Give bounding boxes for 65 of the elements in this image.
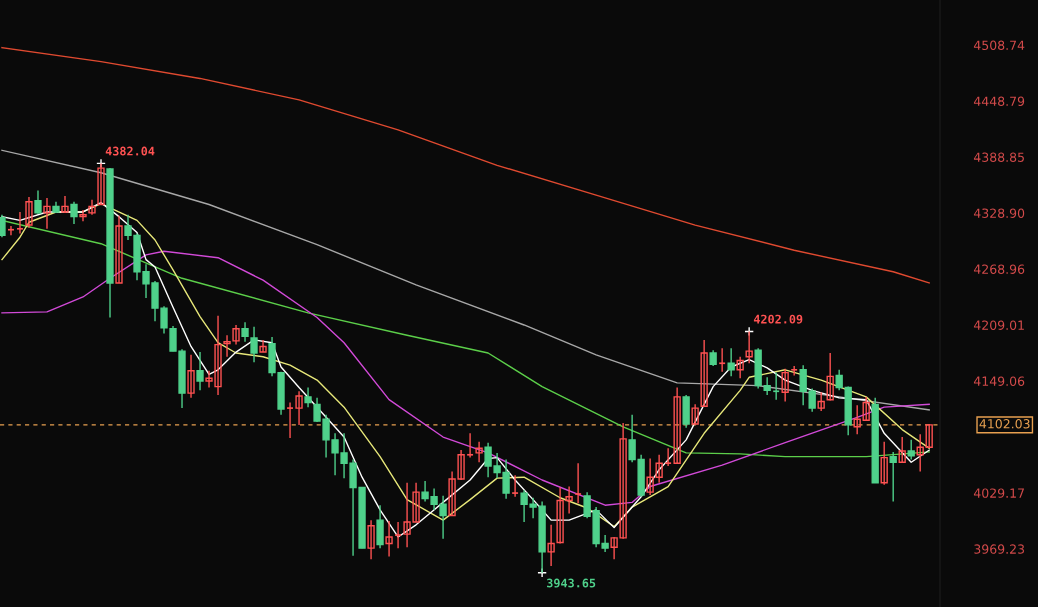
candlestick bbox=[295, 390, 303, 426]
candlestick bbox=[673, 386, 681, 464]
candlestick bbox=[43, 197, 51, 230]
candlestick bbox=[187, 354, 195, 399]
line-series bbox=[1, 250, 930, 506]
candlestick bbox=[25, 196, 33, 229]
candlestick bbox=[475, 441, 483, 463]
line-series bbox=[1, 46, 930, 284]
candlestick bbox=[799, 364, 807, 406]
candlestick bbox=[61, 195, 69, 214]
candlestick bbox=[511, 474, 519, 498]
annotation: 3943.65 bbox=[546, 578, 596, 588]
candlestick bbox=[394, 521, 402, 549]
y-tick-label: 4508.74 bbox=[973, 40, 1025, 50]
candlestick bbox=[574, 462, 582, 505]
candlestick bbox=[862, 396, 870, 421]
y-tick-label: 4448.79 bbox=[973, 96, 1025, 106]
candlestick bbox=[736, 356, 744, 379]
candlestick bbox=[385, 520, 393, 558]
candlestick bbox=[889, 451, 897, 503]
candlestick bbox=[835, 369, 843, 392]
candlestick bbox=[79, 209, 87, 223]
y-tick-label: 3969.23 bbox=[974, 544, 1025, 554]
candlestick bbox=[286, 401, 294, 439]
candlestick bbox=[70, 201, 78, 225]
candlestick bbox=[34, 189, 42, 215]
candlestick bbox=[790, 365, 798, 377]
candlestick bbox=[772, 371, 780, 401]
candlestick bbox=[781, 368, 789, 403]
candlestick bbox=[907, 439, 915, 461]
y-tick-label: 4268.96 bbox=[973, 264, 1025, 274]
candlestick bbox=[898, 436, 906, 463]
candlestick bbox=[664, 447, 672, 467]
candlestick bbox=[691, 403, 699, 425]
y-tick-label: 4149.06 bbox=[973, 376, 1025, 386]
candlestick bbox=[466, 432, 474, 459]
candlestick bbox=[853, 404, 861, 435]
candlestick bbox=[0, 214, 6, 238]
candlestick bbox=[16, 211, 24, 235]
candlestick bbox=[367, 519, 375, 561]
annotation: 4382.04 bbox=[105, 146, 155, 156]
candlestick bbox=[115, 215, 123, 284]
candlestick bbox=[250, 326, 258, 364]
candlestick bbox=[727, 347, 735, 378]
candlestick bbox=[700, 339, 708, 407]
candlestick bbox=[880, 441, 888, 486]
candlestick bbox=[916, 433, 924, 473]
candlestick bbox=[259, 339, 267, 353]
candlestick bbox=[808, 387, 816, 413]
candlestick bbox=[925, 423, 933, 449]
candlestick bbox=[826, 352, 834, 402]
candlestick bbox=[817, 391, 825, 412]
candlestick bbox=[88, 199, 96, 216]
annotation: 4202.09 bbox=[753, 314, 803, 324]
candlestick bbox=[196, 351, 204, 392]
candlestick bbox=[7, 225, 15, 237]
candlestick bbox=[718, 347, 726, 373]
ref-line-label: 4102.03 bbox=[979, 419, 1030, 429]
candlestick bbox=[304, 386, 312, 408]
y-tick-label: 4029.17 bbox=[973, 488, 1024, 498]
candlestick bbox=[241, 321, 249, 343]
y-tick-label: 4388.85 bbox=[973, 152, 1024, 162]
y-tick-label: 4209.01 bbox=[973, 320, 1024, 330]
candlestick bbox=[547, 524, 555, 567]
y-tick-label: 4328.90 bbox=[973, 208, 1025, 218]
